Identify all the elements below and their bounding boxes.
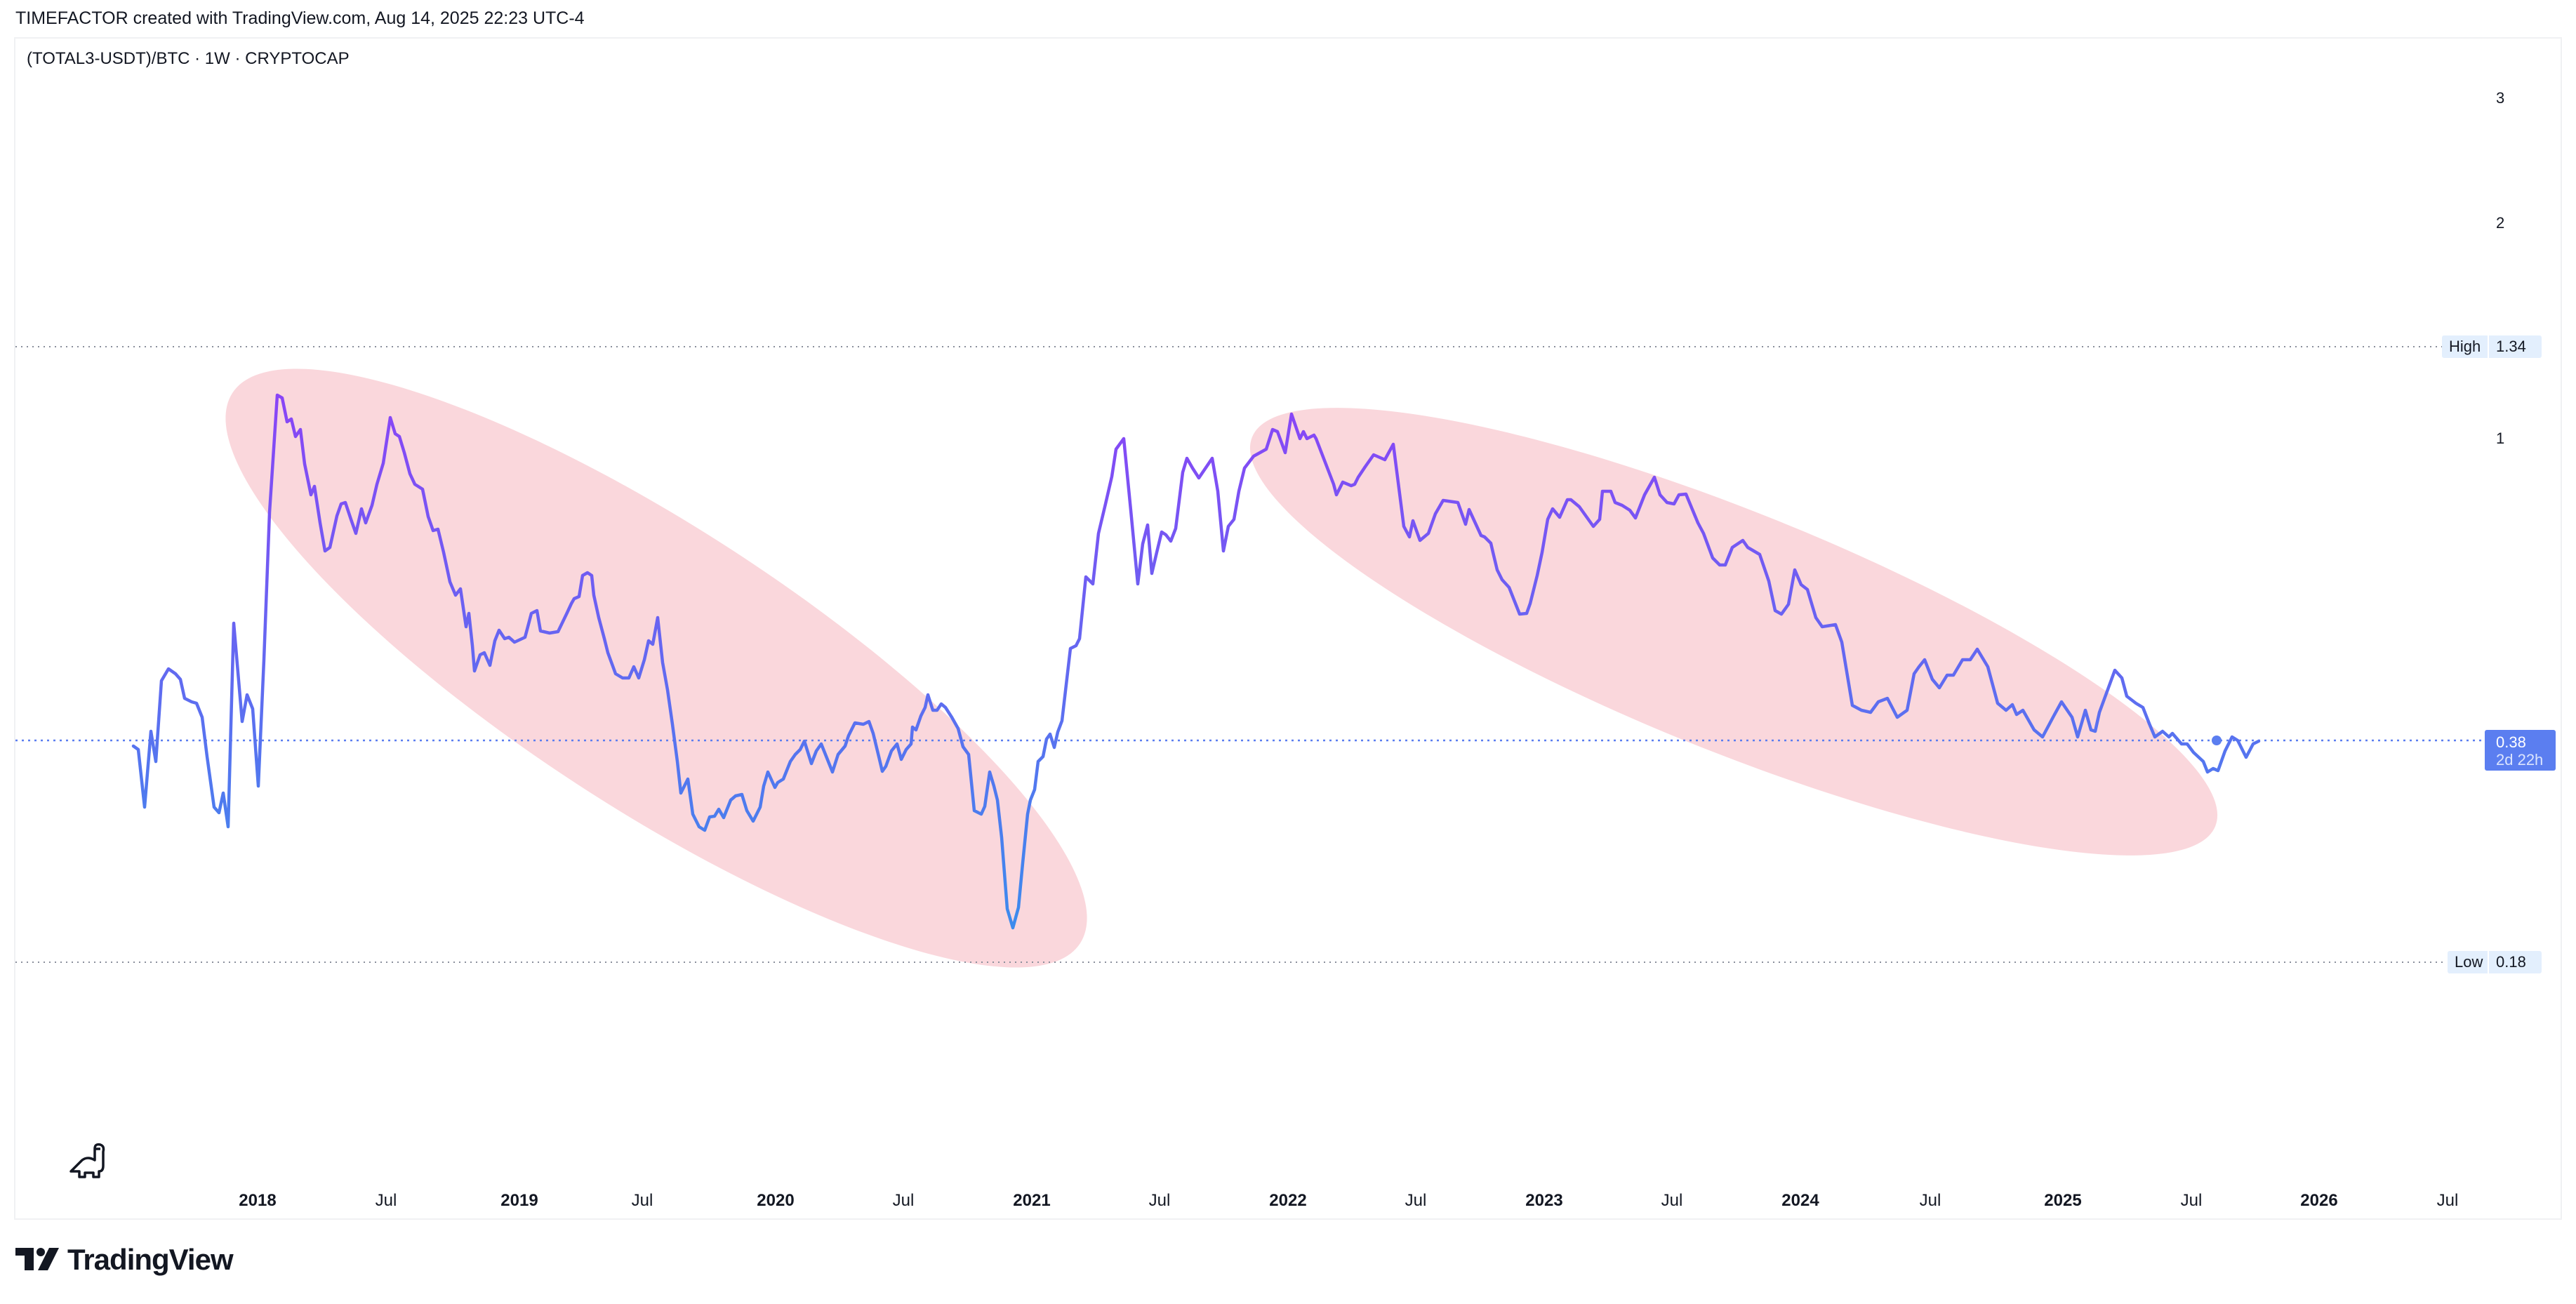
last-price-marker[interactable] bbox=[2212, 736, 2222, 745]
x-tick-2020: 2020 bbox=[757, 1191, 795, 1210]
x-tick-2026: 2026 bbox=[2300, 1191, 2338, 1210]
x-tick-jul-2021: Jul bbox=[1148, 1191, 1171, 1210]
x-tick-jul-2024: Jul bbox=[1919, 1191, 1941, 1210]
symbol-title[interactable]: (TOTAL3-USDT)/BTC · 1W · CRYPTOCAP bbox=[27, 49, 350, 68]
x-tick-jul-2022: Jul bbox=[1405, 1191, 1427, 1210]
y-tick-2: 2 bbox=[2496, 214, 2505, 232]
last-price-tag: 0.38 2d 22h bbox=[2485, 730, 2556, 771]
y-tick-1: 1 bbox=[2496, 430, 2505, 447]
price-line bbox=[131, 393, 2261, 930]
highlight-ellipse-2018-2021[interactable] bbox=[156, 275, 1157, 1061]
x-tick-jul-2018: Jul bbox=[375, 1191, 397, 1210]
x-tick-2025: 2025 bbox=[2044, 1191, 2082, 1210]
tradingview-wordmark: TradingView bbox=[67, 1243, 234, 1276]
low-tag-value: 0.18 bbox=[2489, 951, 2542, 973]
tradingview-logo-icon bbox=[15, 1248, 59, 1270]
x-tick-2019: 2019 bbox=[500, 1191, 538, 1210]
x-tick-jul-2025: Jul bbox=[2180, 1191, 2203, 1210]
low-tag-label: Low bbox=[2448, 951, 2488, 973]
x-tick-jul-2019: Jul bbox=[631, 1191, 653, 1210]
x-tick-2024: 2024 bbox=[1781, 1191, 1819, 1210]
high-tag-label: High bbox=[2442, 335, 2488, 358]
x-tick-jul-2023: Jul bbox=[1661, 1191, 1683, 1210]
tradingview-logo[interactable]: TradingView bbox=[15, 1243, 234, 1276]
last-price-value: 0.38 bbox=[2496, 733, 2526, 751]
chart-attribution: TIMEFACTOR created with TradingView.com,… bbox=[15, 8, 585, 28]
high-tag-value: 1.34 bbox=[2489, 335, 2542, 358]
x-tick-2023: 2023 bbox=[1525, 1191, 1563, 1210]
x-tick-jul-2026: Jul bbox=[2436, 1191, 2459, 1210]
x-tick-2022: 2022 bbox=[1269, 1191, 1307, 1210]
dinosaur-icon[interactable] bbox=[67, 1140, 106, 1180]
x-tick-2021: 2021 bbox=[1013, 1191, 1051, 1210]
y-tick-3: 3 bbox=[2496, 89, 2505, 107]
x-tick-jul-2020: Jul bbox=[892, 1191, 915, 1210]
bar-countdown: 2d 22h bbox=[2496, 751, 2544, 769]
x-tick-2018: 2018 bbox=[239, 1191, 277, 1210]
highlight-ellipse-2022-2025[interactable] bbox=[1207, 326, 2260, 937]
